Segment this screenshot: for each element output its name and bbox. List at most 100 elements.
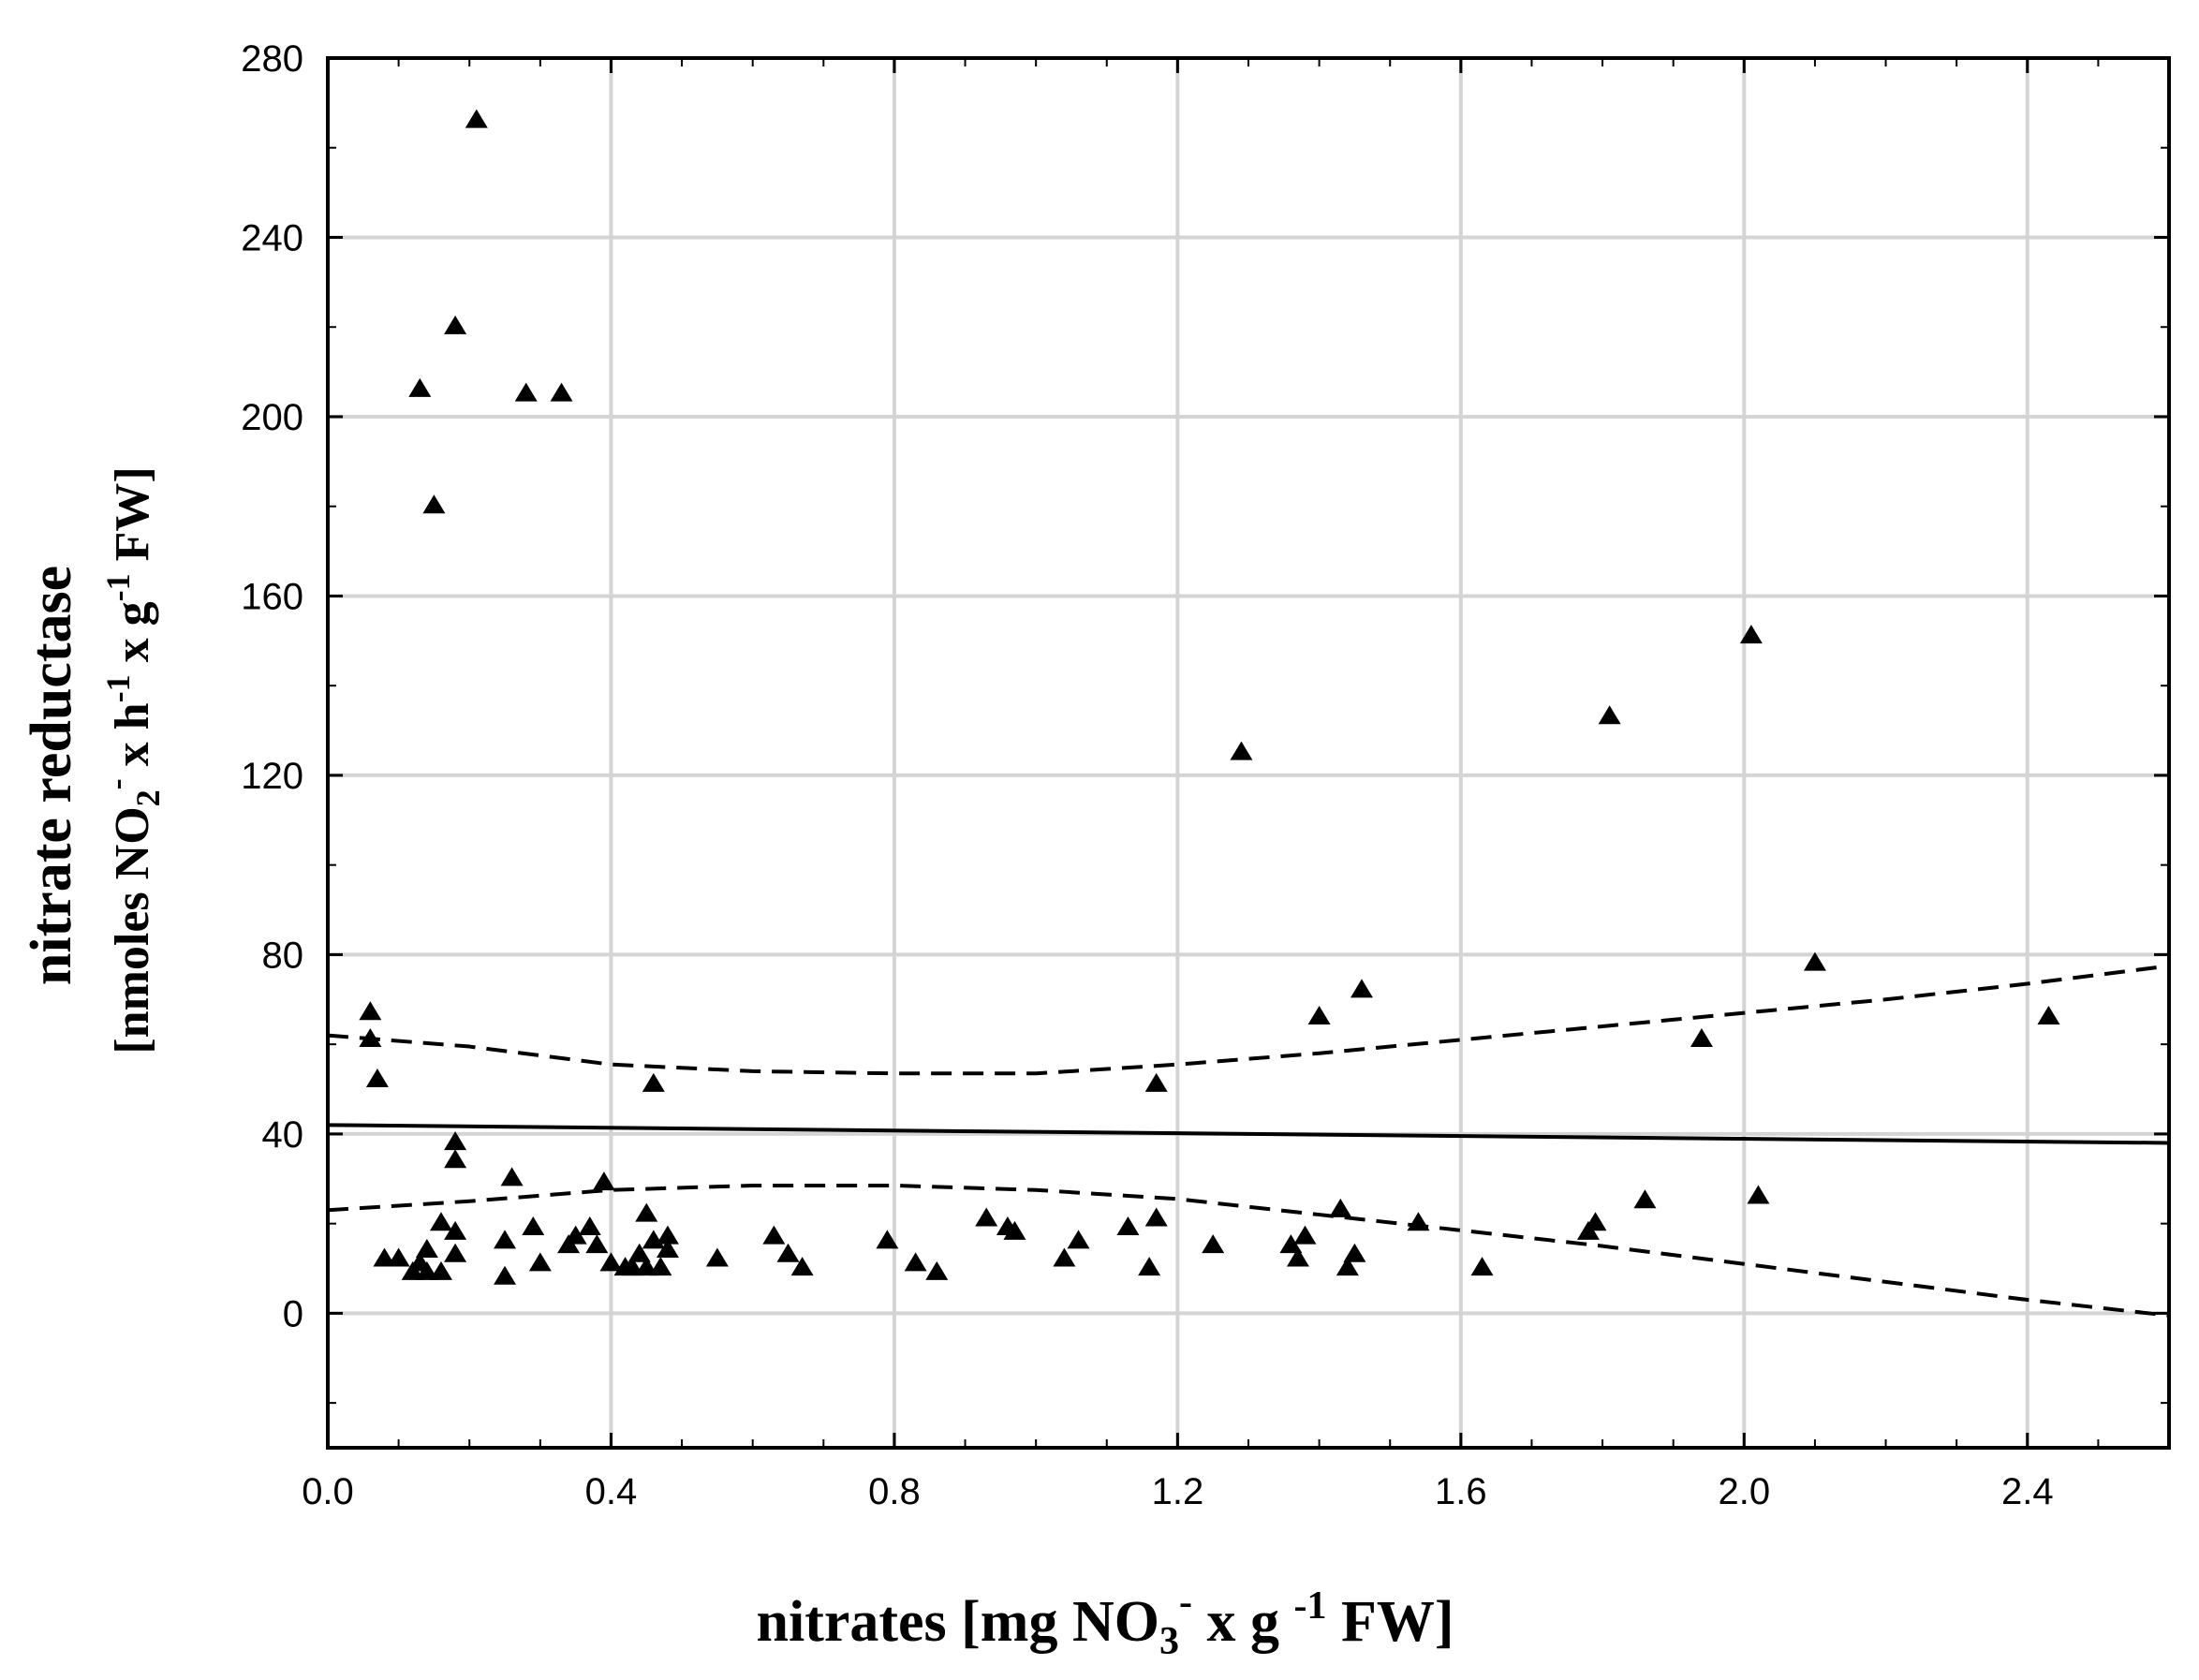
data-point	[522, 1216, 545, 1236]
data-point	[592, 1172, 615, 1191]
y-tick-label: 200	[241, 397, 303, 438]
data-point	[776, 1243, 800, 1262]
data-point	[790, 1257, 814, 1276]
data-point	[578, 1216, 601, 1236]
y-axis-title-line2-sub: 2	[129, 789, 167, 806]
y-axis-title-line2-a: [nmoles NO	[106, 806, 159, 1054]
y-tick-label: 0	[283, 1293, 303, 1334]
data-point	[1350, 979, 1373, 998]
data-point	[585, 1234, 609, 1254]
y-tick-label: 240	[241, 217, 303, 258]
data-point	[494, 1265, 517, 1285]
x-axis-title-main: nitrates [mg NO	[757, 1590, 1159, 1654]
data-point	[1003, 1220, 1026, 1240]
data-point	[1116, 1216, 1140, 1236]
regression-lines	[327, 964, 2170, 1318]
y-axis-title-line2-c: x g	[106, 601, 159, 674]
data-point	[925, 1260, 949, 1280]
x-tick-label: 0.8	[868, 1471, 921, 1512]
data-point	[1230, 741, 1253, 760]
data-point	[444, 315, 467, 334]
data-point	[1336, 1257, 1359, 1276]
data-point	[705, 1247, 729, 1267]
x-tick-label: 0.4	[585, 1471, 638, 1512]
x-axis-title-sup: -	[1179, 1581, 1192, 1624]
data-point	[1279, 1234, 1303, 1254]
x-axis-title-rest1: x g	[1192, 1590, 1294, 1654]
grid-lines	[328, 58, 2169, 1448]
x-axis-title: nitrates [mg NO3- x g -1 FW]	[757, 1581, 1454, 1663]
x-tick-label: 0.0	[302, 1471, 354, 1512]
y-axis-title-line2-sup: -	[97, 778, 135, 789]
data-point	[1067, 1230, 1090, 1249]
upper-confidence-band-line	[327, 964, 2170, 1076]
data-point	[975, 1207, 998, 1227]
y-axis-title-line2-d: FW]	[106, 466, 159, 573]
y-tick-label: 80	[262, 935, 304, 976]
tick-labels: 0.0 0.4 0.8 1.2 1.6 2.0 2.4 0 40 80 120 160 200 240 28…	[241, 38, 2053, 1512]
data-point	[359, 1027, 382, 1047]
y-tick-label: 160	[241, 576, 303, 617]
data-point	[1329, 1198, 1352, 1217]
regression-line	[327, 1123, 2170, 1145]
data-point	[1144, 1072, 1168, 1092]
data-point	[444, 1220, 467, 1240]
y-axis-title-line2-sup3: -1	[99, 573, 137, 601]
data-point	[494, 1230, 517, 1249]
y-tick-label: 120	[241, 756, 303, 797]
data-point	[444, 1149, 467, 1169]
data-point	[635, 1257, 658, 1276]
data-point	[635, 1202, 658, 1222]
x-tick-label: 2.0	[1719, 1471, 1771, 1512]
y-axis-title-line2-sup2: -1	[99, 674, 137, 702]
data-point	[429, 1212, 452, 1231]
data-point	[904, 1252, 927, 1272]
y-axis-title-line2: [nmoles NO2- x h-1 x g-1 FW]	[97, 466, 167, 1054]
data-point	[408, 377, 432, 397]
data-point	[359, 1001, 382, 1021]
data-point	[528, 1252, 552, 1272]
data-point	[550, 382, 573, 402]
data-point	[1286, 1247, 1309, 1267]
data-point	[373, 1247, 396, 1267]
data-point	[415, 1238, 438, 1258]
data-point	[1343, 1243, 1366, 1262]
data-point	[564, 1225, 587, 1245]
data-point	[365, 1068, 389, 1088]
data-point	[500, 1167, 524, 1186]
data-point	[444, 1131, 467, 1151]
data-point	[642, 1072, 665, 1092]
y-tick-label: 280	[241, 38, 303, 80]
data-point	[465, 109, 488, 128]
data-point	[1293, 1225, 1317, 1245]
x-tick-label: 2.4	[2001, 1471, 2054, 1512]
data-point	[656, 1238, 679, 1258]
data-point	[444, 1243, 467, 1262]
data-point	[1307, 1006, 1331, 1025]
data-point	[1144, 1207, 1168, 1227]
x-tick-label: 1.6	[1435, 1471, 1487, 1512]
data-point	[514, 382, 538, 402]
data-point	[415, 1260, 438, 1280]
data-point	[649, 1257, 672, 1276]
data-point	[1053, 1247, 1076, 1267]
data-point	[599, 1252, 623, 1272]
data-point	[656, 1225, 679, 1245]
data-point	[429, 1260, 452, 1280]
data-point	[2037, 1006, 2060, 1025]
data-point	[1470, 1257, 1494, 1276]
data-point	[1584, 1212, 1607, 1231]
x-axis-title-sup2: -1	[1293, 1584, 1326, 1628]
data-point	[621, 1257, 644, 1276]
data-point	[422, 494, 446, 514]
y-axis-title-line1: nitrate reductase	[20, 566, 83, 985]
data-points	[359, 109, 2060, 1285]
data-point	[1202, 1234, 1225, 1254]
data-point	[762, 1225, 786, 1245]
y-axis-title-line2-b: x h	[106, 702, 159, 778]
data-point	[1598, 705, 1621, 725]
data-point	[1739, 625, 1763, 644]
data-point	[1633, 1189, 1657, 1209]
